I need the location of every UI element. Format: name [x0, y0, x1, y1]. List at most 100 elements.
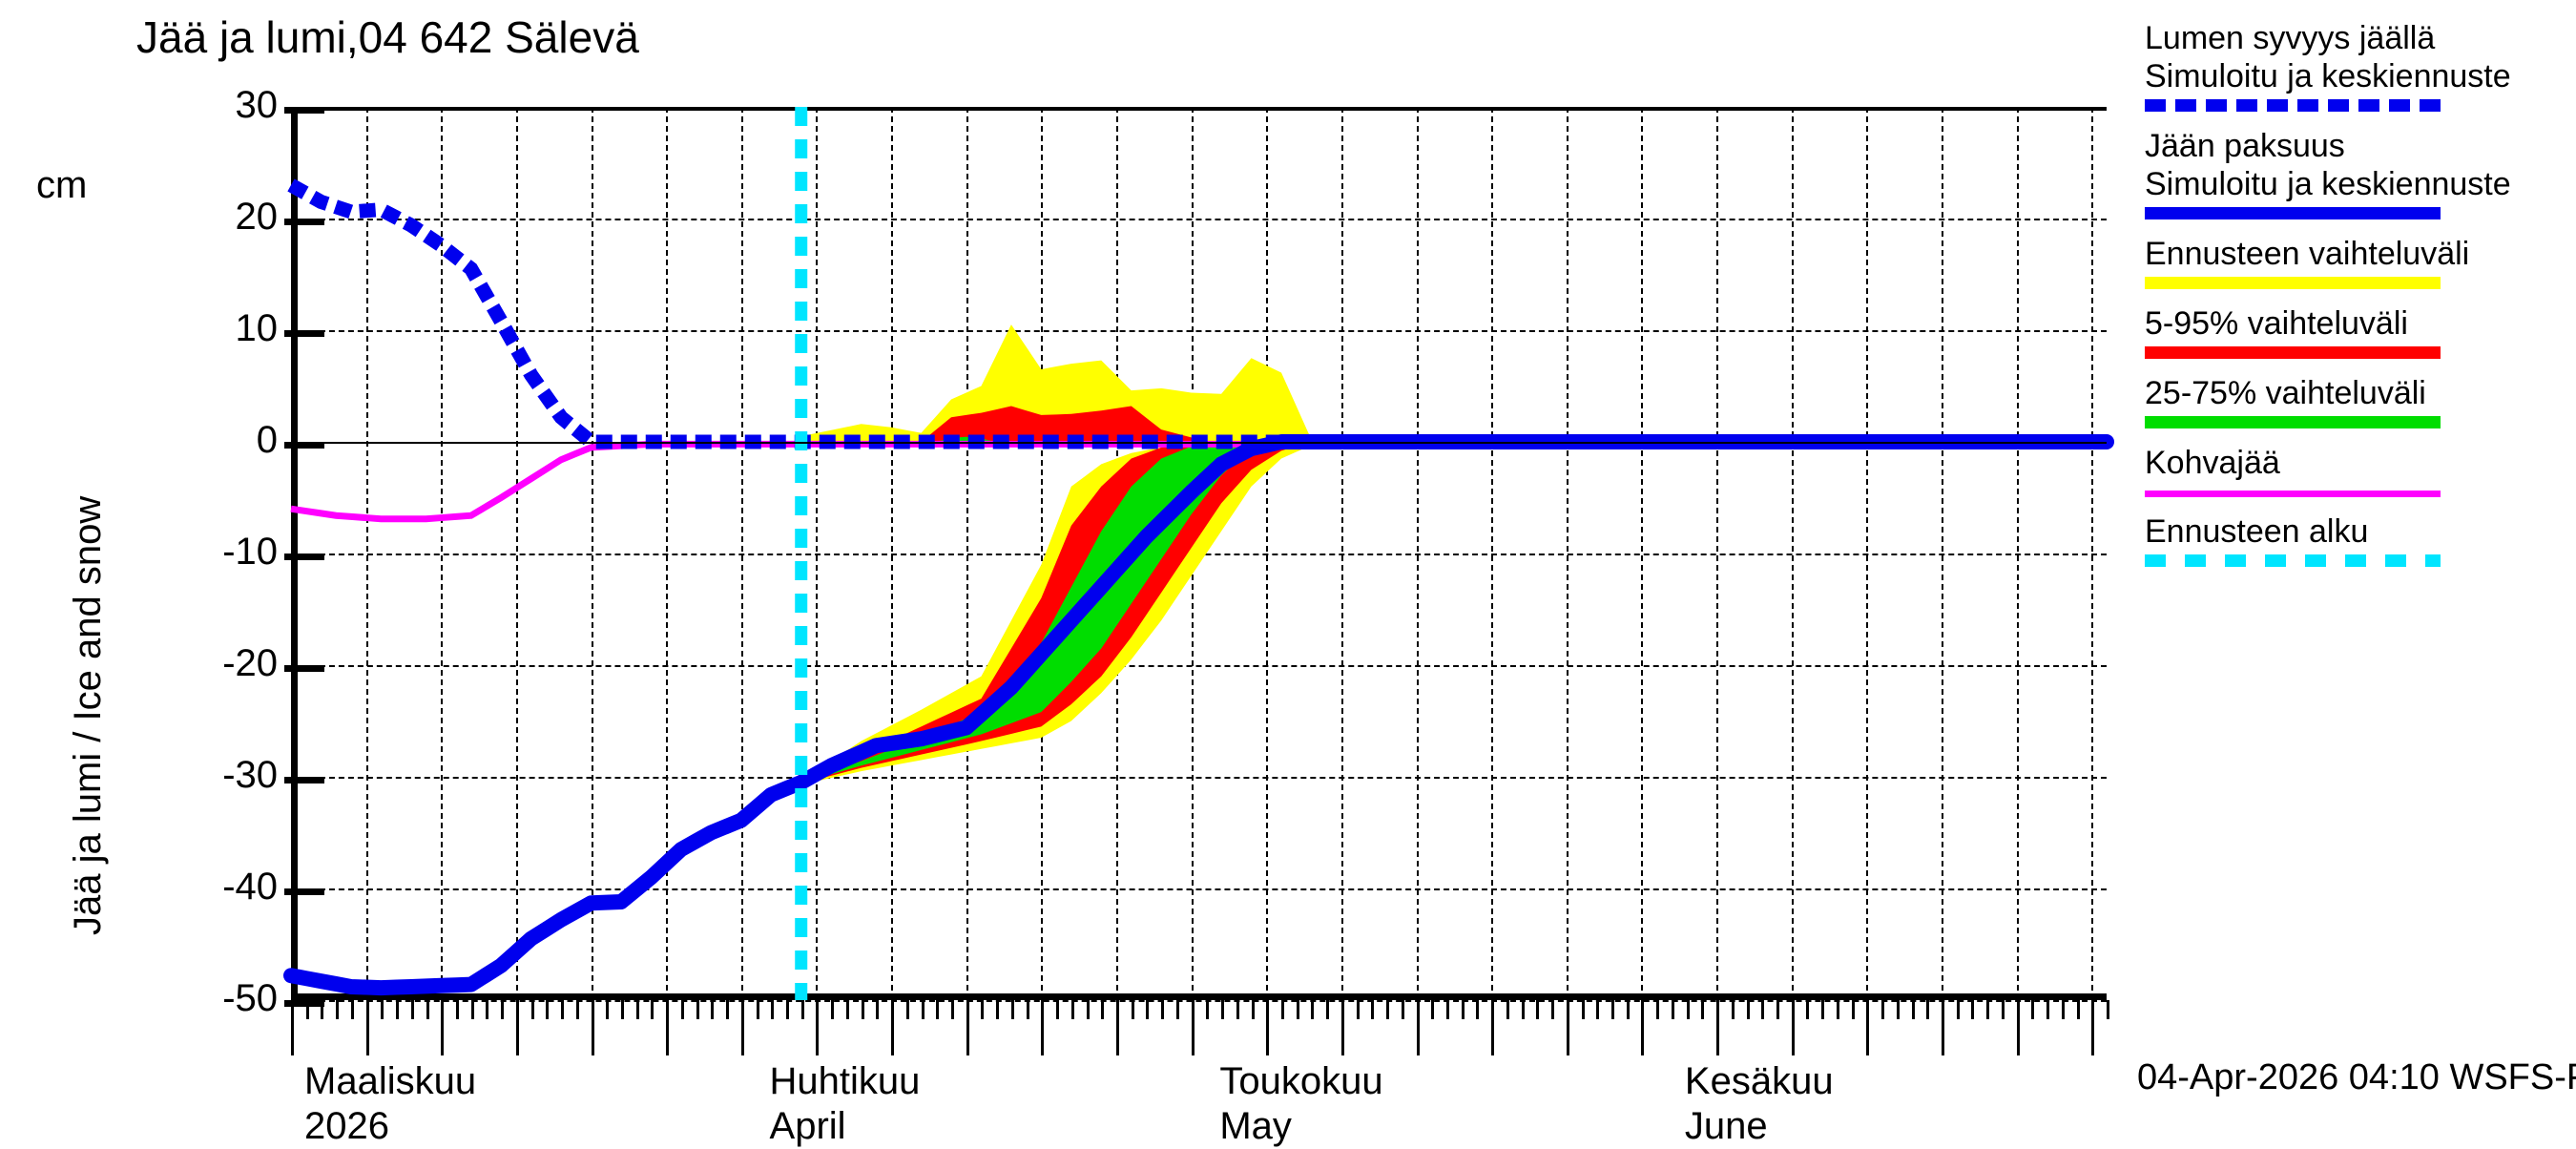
x-tick-minor [561, 1000, 565, 1019]
legend-label: Jään paksuus [2145, 128, 2345, 164]
x-tick-minor [1326, 1000, 1330, 1019]
legend-swatch [2145, 416, 2441, 428]
x-tick-minor [530, 1000, 534, 1019]
legend-swatch [2145, 346, 2441, 359]
footer-timestamp: 04-Apr-2026 04:10 WSFS-P [2137, 1057, 2576, 1097]
x-tick-minor [396, 1000, 400, 1019]
x-tick-major [891, 1000, 895, 1055]
y-tick-label: -20 [222, 642, 278, 684]
x-tick-minor [1701, 1000, 1705, 1019]
gridline-horizontal [291, 665, 2107, 667]
x-tick-minor [2107, 1000, 2109, 1019]
legend-swatch [2145, 99, 2441, 112]
y-tick-label: 10 [235, 307, 279, 349]
x-tick-minor [2061, 1000, 2065, 1019]
gridline-horizontal [291, 330, 2107, 332]
x-tick-minor [1776, 1000, 1779, 1019]
x-tick-minor [1056, 1000, 1060, 1019]
x-tick-minor [1851, 1000, 1855, 1019]
x-tick-minor [1896, 1000, 1900, 1019]
x-tick-major [1566, 1000, 1569, 1055]
x-tick-minor [426, 1000, 429, 1019]
x-tick-minor [981, 1000, 985, 1019]
x-tick-minor [2076, 1000, 2080, 1019]
x-tick-minor [1911, 1000, 1915, 1019]
x-tick-minor [1236, 1000, 1239, 1019]
x-tick-major [1191, 1000, 1195, 1055]
x-tick-major [1791, 1000, 1795, 1055]
x-tick-minor [1386, 1000, 1390, 1019]
gridline-vertical [1416, 107, 1419, 1000]
y-tick-mark [284, 107, 324, 114]
x-tick-minor [546, 1000, 550, 1019]
x-tick-major [1340, 1000, 1344, 1055]
x-tick-minor [996, 1000, 1000, 1019]
legend-label: 25-75% vaihteluväli [2145, 375, 2426, 411]
x-tick-minor [876, 1000, 880, 1019]
gridline-vertical [515, 107, 518, 1000]
x-tick-minor [651, 1000, 654, 1019]
gridline-vertical [365, 107, 368, 1000]
y-tick-mark [284, 888, 324, 895]
x-tick-minor [2001, 1000, 2005, 1019]
y-tick-label: -30 [222, 754, 278, 796]
x-tick-minor [1821, 1000, 1825, 1019]
x-tick-major [1266, 1000, 1270, 1055]
x-tick-minor [621, 1000, 624, 1019]
x-tick-major [291, 1000, 294, 1055]
x-tick-minor [696, 1000, 699, 1019]
legend-item-ice-thickness: Jään paksuus Simuloitu ja keskiennuste [2145, 127, 2565, 219]
gridline-vertical [1791, 107, 1794, 1000]
x-tick-major [1641, 1000, 1645, 1055]
gridline-vertical [1866, 107, 1869, 1000]
x-tick-minor [350, 1000, 354, 1019]
x-tick-minor [1161, 1000, 1165, 1019]
gridline-vertical [1266, 107, 1269, 1000]
x-tick-minor [921, 1000, 924, 1019]
x-tick-minor [305, 1000, 309, 1019]
x-tick-minor [845, 1000, 849, 1019]
x-tick-minor [800, 1000, 804, 1019]
x-tick-minor [1551, 1000, 1555, 1019]
legend-sublabel: Simuloitu ja keskiennuste [2145, 58, 2511, 94]
legend-label: Ennusteen vaihteluväli [2145, 236, 2470, 272]
x-tick-minor [756, 1000, 759, 1019]
x-tick-minor [1461, 1000, 1465, 1019]
legend-item-range-5-95: 5-95% vaihteluväli [2145, 304, 2565, 359]
x-tick-minor [1356, 1000, 1360, 1019]
x-tick-minor [831, 1000, 835, 1019]
x-tick-minor [456, 1000, 459, 1019]
y-tick-label: 0 [256, 419, 278, 461]
x-tick-major [966, 1000, 969, 1055]
uncertainty-band-snow-range-5-95 [921, 406, 1207, 442]
gridline-vertical [740, 107, 743, 1000]
legend-label: Ennusteen alku [2145, 513, 2369, 550]
x-tick-minor [1611, 1000, 1614, 1019]
legend-swatch [2145, 491, 2441, 497]
x-tick-major [441, 1000, 445, 1055]
gridline-vertical [591, 107, 593, 1000]
gridline-vertical [2016, 107, 2019, 1000]
x-tick-major [365, 1000, 369, 1055]
x-tick-minor [1086, 1000, 1090, 1019]
legend-label: Lumen syvyys jäällä [2145, 20, 2436, 56]
x-tick-minor [635, 1000, 639, 1019]
y-tick-label: -40 [222, 866, 278, 908]
x-tick-major [1041, 1000, 1045, 1055]
x-tick-minor [1311, 1000, 1315, 1019]
x-tick-major [740, 1000, 744, 1055]
x-tick-major [1116, 1000, 1119, 1055]
x-tick-minor [951, 1000, 954, 1019]
gridline-vertical [1716, 107, 1719, 1000]
x-tick-minor [410, 1000, 414, 1019]
y-tick-label: 20 [235, 196, 279, 238]
legend-item-snow-depth-on-ice: Lumen syvyys jäällä Simuloitu ja keskienn… [2145, 19, 2565, 112]
x-tick-minor [905, 1000, 909, 1019]
x-tick-minor [1686, 1000, 1690, 1019]
x-tick-minor [1206, 1000, 1210, 1019]
x-tick-minor [1175, 1000, 1179, 1019]
y-axis-unit: cm [36, 164, 88, 206]
y-tick-label: -50 [222, 977, 278, 1019]
gridline-vertical [891, 107, 894, 1000]
x-tick-minor [470, 1000, 474, 1019]
